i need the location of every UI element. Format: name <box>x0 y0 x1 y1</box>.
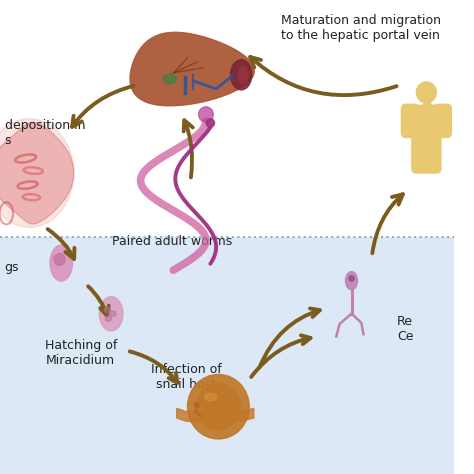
Ellipse shape <box>50 245 73 281</box>
Circle shape <box>204 392 233 422</box>
Circle shape <box>199 107 213 122</box>
Ellipse shape <box>110 311 116 317</box>
Ellipse shape <box>0 118 74 228</box>
Ellipse shape <box>105 316 111 321</box>
Polygon shape <box>130 32 254 106</box>
Bar <box>423 93 429 105</box>
Polygon shape <box>130 32 254 106</box>
Circle shape <box>349 276 354 281</box>
Ellipse shape <box>100 297 123 331</box>
Ellipse shape <box>238 66 248 84</box>
Text: Maturation and migration
to the hepatic portal vein: Maturation and migration to the hepatic … <box>281 14 441 42</box>
FancyBboxPatch shape <box>401 104 419 137</box>
Polygon shape <box>414 105 439 140</box>
Text: deposition in
s: deposition in s <box>5 118 85 147</box>
Ellipse shape <box>54 254 65 265</box>
Polygon shape <box>0 122 74 224</box>
Ellipse shape <box>204 393 217 401</box>
FancyBboxPatch shape <box>434 104 451 137</box>
Text: Hatching of
Miracidium: Hatching of Miracidium <box>46 339 118 367</box>
Ellipse shape <box>163 74 177 84</box>
Ellipse shape <box>346 272 357 290</box>
FancyBboxPatch shape <box>412 134 429 173</box>
Bar <box>0 0 454 237</box>
Text: gs: gs <box>5 261 19 274</box>
Text: Infection of
snail host: Infection of snail host <box>151 363 221 391</box>
Text: Paired adult worms: Paired adult worms <box>112 235 232 247</box>
Bar <box>0 237 454 474</box>
Circle shape <box>188 374 249 439</box>
Circle shape <box>196 383 241 430</box>
Polygon shape <box>177 408 254 423</box>
Ellipse shape <box>104 307 110 313</box>
Ellipse shape <box>230 60 252 90</box>
Circle shape <box>195 403 199 407</box>
Circle shape <box>210 398 227 415</box>
FancyBboxPatch shape <box>424 134 441 173</box>
Circle shape <box>416 82 437 103</box>
Circle shape <box>206 118 214 128</box>
Text: Re
Ce: Re Ce <box>397 315 413 344</box>
